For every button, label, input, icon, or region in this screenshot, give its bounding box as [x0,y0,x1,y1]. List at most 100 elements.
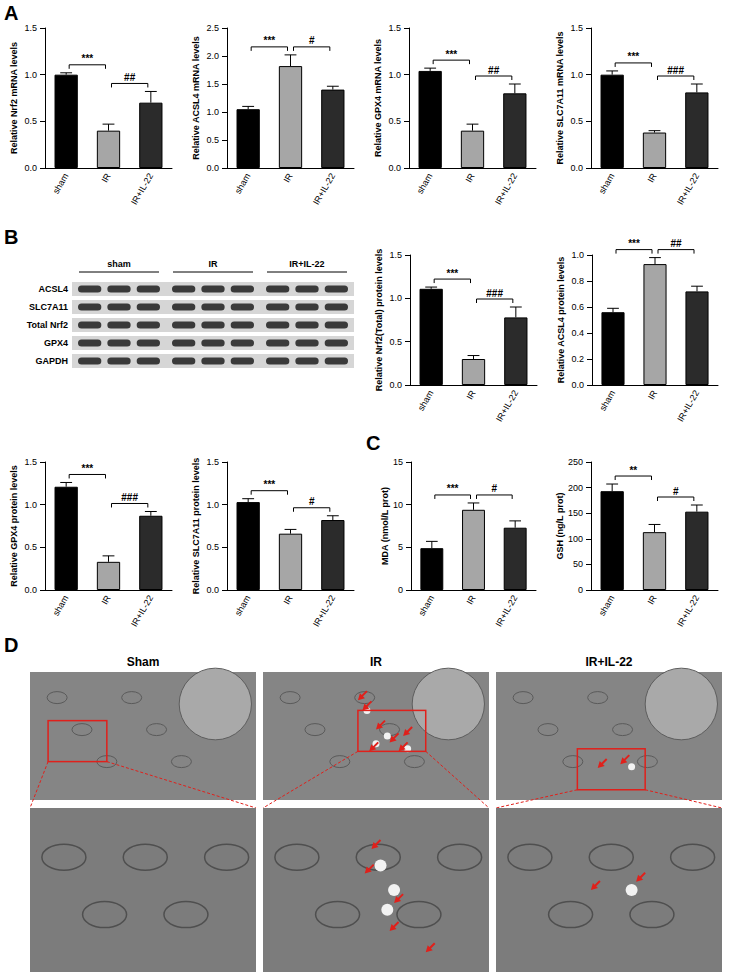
svg-text:IR+IL-22: IR+IL-22 [311,171,337,206]
svg-text:0.0: 0.0 [206,163,219,173]
svg-text:100: 100 [568,534,583,544]
svg-text:sham: sham [107,259,131,269]
svg-text:1.0: 1.0 [389,293,402,303]
svg-text:0.4: 0.4 [571,328,584,338]
svg-text:##: ## [670,238,682,249]
svg-text:200: 200 [568,483,583,493]
svg-text:Relative GPX4 mRNA levels: Relative GPX4 mRNA levels [373,39,383,157]
svg-text:0.0: 0.0 [24,585,37,595]
svg-text:IR+IL-22: IR+IL-22 [129,171,155,206]
svg-text:1.0: 1.0 [571,250,584,260]
svg-text:###: ### [486,288,503,299]
svg-text:IR: IR [646,171,659,184]
svg-text:Relative Nrf2 mRNA levels: Relative Nrf2 mRNA levels [9,42,19,154]
svg-text:MDA (nmol/L prot): MDA (nmol/L prot) [380,487,390,565]
svg-text:0.6: 0.6 [571,302,584,312]
svg-text:1.0: 1.0 [570,70,583,80]
svg-text:1.0: 1.0 [388,70,401,80]
svg-text:Sham: Sham [127,655,160,669]
svg-text:0.5: 0.5 [570,116,583,126]
svg-text:1.5: 1.5 [206,79,219,89]
svg-text:IR: IR [465,388,478,401]
svg-text:15: 15 [393,457,403,467]
svg-text:5: 5 [398,542,403,552]
svg-text:IR+IL-22: IR+IL-22 [675,388,701,423]
svg-text:1.0: 1.0 [24,70,37,80]
svg-text:IR: IR [100,593,113,606]
svg-text:sham: sham [598,388,618,412]
svg-text:D: D [4,634,18,656]
svg-text:0.0: 0.0 [24,163,37,173]
svg-text:##: ## [124,72,136,83]
svg-text:IR+IL-22: IR+IL-22 [129,593,155,628]
svg-text:0.0: 0.0 [206,585,219,595]
svg-text:sham: sham [233,171,253,195]
svg-text:#: # [309,496,315,507]
svg-text:IR: IR [464,171,477,184]
svg-text:IR+IL-22: IR+IL-22 [289,259,324,269]
svg-text:IR+IL-22: IR+IL-22 [675,171,701,206]
svg-text:IR+IL-22: IR+IL-22 [585,655,632,669]
svg-text:IR: IR [646,388,659,401]
svg-text:#: # [492,483,498,494]
svg-text:0.5: 0.5 [388,116,401,126]
svg-text:Total Nrf2: Total Nrf2 [27,320,68,330]
svg-text:1.5: 1.5 [24,457,37,467]
svg-text:Relative ACSL4 protein levels: Relative ACSL4 protein levels [556,257,566,384]
svg-text:1.5: 1.5 [570,23,583,33]
svg-text:IR: IR [282,593,295,606]
svg-text:IR+IL-22: IR+IL-22 [493,171,519,206]
svg-text:0.0: 0.0 [389,380,402,390]
svg-text:#: # [309,35,315,46]
svg-text:50: 50 [573,559,583,569]
svg-text:###: ### [667,65,684,76]
svg-text:***: *** [81,463,93,474]
svg-text:sham: sham [233,593,253,617]
svg-text:***: *** [627,51,639,62]
svg-text:0: 0 [398,585,403,595]
svg-text:1.0: 1.0 [206,500,219,510]
svg-text:2.0: 2.0 [206,51,219,61]
svg-text:1.5: 1.5 [389,250,402,260]
svg-text:sham: sham [597,593,617,617]
svg-text:A: A [4,2,18,24]
svg-text:150: 150 [568,508,583,518]
svg-text:1.0: 1.0 [24,500,37,510]
svg-text:0.2: 0.2 [571,354,584,364]
svg-text:##: ## [488,65,500,76]
svg-text:#: # [673,486,679,497]
svg-text:IR: IR [465,593,478,606]
svg-text:IR: IR [209,259,219,269]
svg-text:1.5: 1.5 [24,23,37,33]
svg-text:0.0: 0.0 [571,380,584,390]
svg-text:IR: IR [282,171,295,184]
svg-text:sham: sham [51,171,71,195]
svg-text:Relative SLC7A11 protein level: Relative SLC7A11 protein levels [191,458,201,595]
svg-text:1.0: 1.0 [206,107,219,117]
svg-text:IR: IR [370,655,382,669]
svg-text:B: B [4,226,18,248]
svg-text:250: 250 [568,457,583,467]
svg-text:1.5: 1.5 [388,23,401,33]
svg-text:SLC7A11: SLC7A11 [29,302,68,312]
svg-text:Relative ACSL4 mRNA levels: Relative ACSL4 mRNA levels [191,36,201,159]
svg-text:###: ### [121,492,138,503]
svg-text:sham: sham [416,388,436,412]
svg-text:IR+IL-22: IR+IL-22 [494,388,520,423]
svg-text:10: 10 [393,500,403,510]
svg-text:**: ** [629,465,637,476]
svg-text:GSH (ng/L prot): GSH (ng/L prot) [555,493,565,560]
svg-text:IR+IL-22: IR+IL-22 [493,593,519,628]
svg-text:sham: sham [597,171,617,195]
svg-text:***: *** [446,268,458,279]
svg-text:sham: sham [417,593,437,617]
svg-text:Relative SLC7A11 mRNA levels: Relative SLC7A11 mRNA levels [555,31,565,164]
svg-text:GPX4: GPX4 [44,338,68,348]
svg-text:0.5: 0.5 [389,337,402,347]
svg-text:Relative GPX4 protein levels: Relative GPX4 protein levels [9,465,19,587]
svg-text:0: 0 [578,585,583,595]
svg-text:ACSL4: ACSL4 [38,284,68,294]
svg-text:0.5: 0.5 [206,542,219,552]
svg-text:C: C [366,432,380,454]
svg-text:1.5: 1.5 [206,457,219,467]
